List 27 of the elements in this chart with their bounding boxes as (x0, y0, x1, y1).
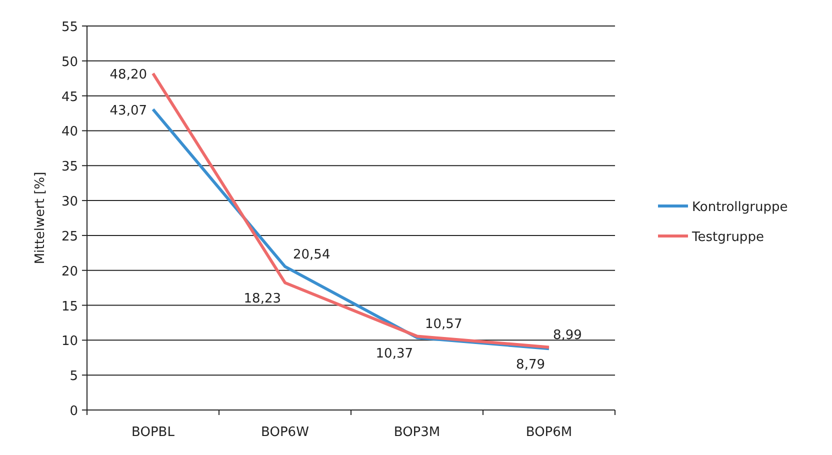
data-label: 18,23 (244, 292, 281, 307)
data-label: 10,37 (376, 346, 413, 362)
y-axis-title: Mittelwert [%] (33, 172, 48, 264)
y-tick-label: 30 (61, 194, 78, 210)
data-label: 43,07 (110, 103, 147, 118)
y-tick-label: 20 (61, 264, 78, 280)
y-tick-label: 10 (61, 334, 78, 350)
y-tick-label: 0 (70, 404, 78, 419)
y-tick-label: 50 (61, 54, 78, 70)
y-tick-label: 5 (70, 369, 78, 384)
legend-label: Kontrollgruppe (692, 200, 788, 215)
x-tick-label: BOP6W (261, 425, 310, 440)
data-label: 48,20 (110, 67, 147, 82)
data-label: 10,57 (425, 317, 462, 332)
x-tick-label: BOPBL (132, 425, 176, 440)
y-tick-label: 25 (61, 229, 78, 244)
x-tick-label: BOP3M (394, 425, 440, 440)
y-tick-label: 15 (61, 299, 78, 314)
y-tick-label: 45 (61, 90, 78, 105)
y-tick-label: 40 (61, 124, 78, 140)
data-label: 8,99 (553, 328, 582, 344)
legend-label: Testgruppe (691, 230, 764, 245)
x-tick-label: BOP6M (526, 425, 572, 440)
y-tick-label: 55 (61, 20, 78, 35)
data-label: 8,79 (516, 358, 545, 373)
data-label: 20,54 (293, 248, 330, 263)
y-tick-label: 35 (61, 160, 78, 175)
